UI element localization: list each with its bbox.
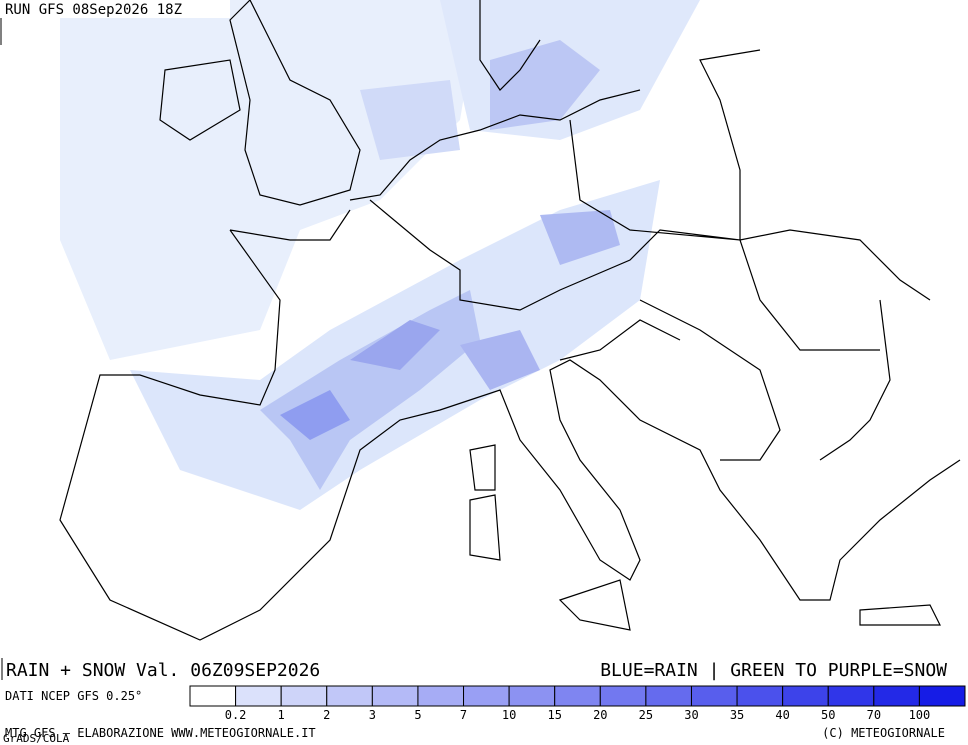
- colorbar-swatch: [463, 685, 510, 707]
- colorbar-swatch: [782, 685, 829, 707]
- coastline: [59, 209, 961, 641]
- coastline: [159, 59, 241, 141]
- colorbar-tick-label: 25: [639, 708, 653, 722]
- colorbar-tick-label: 0.2: [225, 708, 247, 722]
- colorbar-swatch: [417, 685, 465, 707]
- coastline: [349, 89, 641, 201]
- footer-left: MTG GFS – ELABORAZIONE WWW.METEOGIORNALE…: [5, 726, 316, 740]
- map-title: RAIN + SNOW Val. 06Z09SEP2026: [6, 660, 320, 681]
- colorbar-tick-label: 10: [502, 708, 516, 722]
- colorbar-tick-label: 70: [867, 708, 881, 722]
- colorbar-swatch: [508, 685, 556, 707]
- run-label: RUN GFS 08Sep2026 18Z: [5, 2, 182, 18]
- rain-area: [350, 320, 440, 370]
- footer-right: (C) METEOGIORNALE: [822, 726, 945, 740]
- colorbar-swatch: [873, 685, 920, 707]
- colorbar-swatch: [371, 685, 419, 707]
- colorbar-swatch: [918, 685, 966, 707]
- colorbar-swatch: [645, 685, 692, 707]
- rain-area: [460, 330, 540, 390]
- colorbar-tick-label: 50: [821, 708, 835, 722]
- colorbar-tick-label: 7: [460, 708, 467, 722]
- colorbar-tick-label: 5: [414, 708, 421, 722]
- rain-area: [280, 390, 350, 440]
- colorbar-tick-label: 1: [278, 708, 285, 722]
- footer-credit: GrADS/COLA: [3, 732, 70, 745]
- island: [469, 444, 941, 631]
- map-subtitle: BLUE=RAIN | GREEN TO PURPLE=SNOW: [600, 660, 947, 681]
- colorbar-swatch: [235, 685, 282, 707]
- coastline: [229, 0, 361, 206]
- colorbar-tick-label: 35: [730, 708, 744, 722]
- coastlines: [59, 0, 961, 641]
- rain-area: [490, 40, 600, 130]
- legend-label: DATI NCEP GFS 0.25°: [5, 689, 142, 703]
- colorbar-tick-label: 3: [369, 708, 376, 722]
- colorbar: 0.2 1 2 3 5 7 10 15 20 25 30 35 40 50 70 100: [189, 685, 966, 722]
- colorbar-swatch: [690, 685, 738, 707]
- colorbar-swatch: [736, 685, 784, 707]
- colorbar-tick-label: 100: [909, 708, 931, 722]
- border: [369, 49, 931, 461]
- coastline: [479, 0, 541, 91]
- colorbar-swatch: [554, 685, 601, 707]
- precipitation: [60, 0, 700, 510]
- colorbar-swatch: [326, 685, 373, 707]
- colorbar-tick-label: 20: [593, 708, 607, 722]
- colorbar-swatch: [189, 685, 237, 707]
- colorbar-tick-label: 15: [547, 708, 561, 722]
- colorbar-swatch: [599, 685, 647, 707]
- colorbar-swatch: [827, 685, 875, 707]
- rain-area: [360, 80, 460, 160]
- colorbar-swatch: [280, 685, 328, 707]
- colorbar-tick-label: 40: [775, 708, 789, 722]
- colorbar-tick-label: 30: [684, 708, 698, 722]
- colorbar-tick-label: 2: [323, 708, 330, 722]
- header-background: [0, 0, 230, 18]
- rain-area: [540, 210, 620, 265]
